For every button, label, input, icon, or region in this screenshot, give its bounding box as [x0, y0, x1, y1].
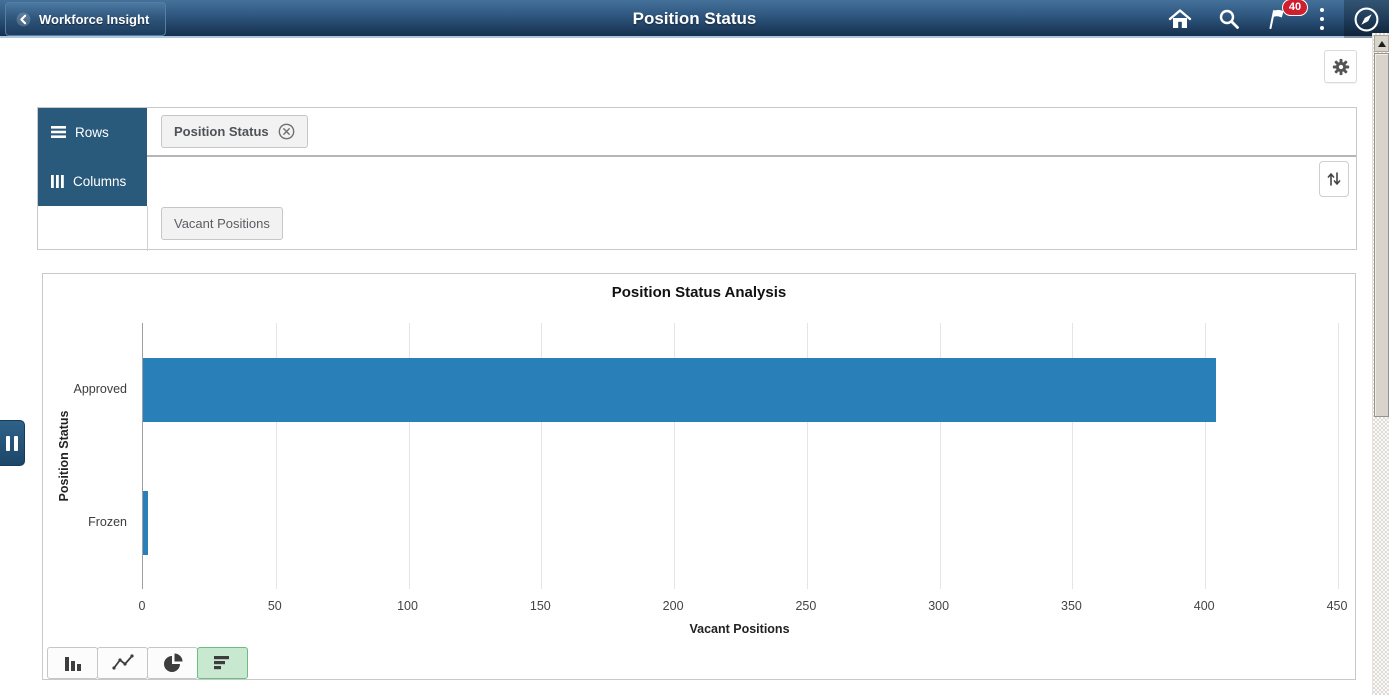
- actions-menu-kebab-icon[interactable]: [1316, 6, 1328, 33]
- pie-chart-icon: [162, 653, 184, 673]
- line-chart-icon: [111, 653, 134, 673]
- x-axis-ticks: 0 50 100 150 200 250 300 350 400 450: [139, 599, 1348, 615]
- grid-line: [806, 323, 808, 589]
- bar-approved[interactable]: [143, 357, 1216, 422]
- rows-tab[interactable]: Rows: [38, 108, 147, 156]
- scrollbar-up-button[interactable]: [1374, 35, 1389, 52]
- columns-tab[interactable]: Columns: [38, 156, 147, 206]
- grid-line: [939, 323, 941, 589]
- grid-line: [674, 323, 676, 589]
- back-button[interactable]: Workforce Insight: [5, 2, 167, 36]
- rows-tab-label: Rows: [75, 124, 109, 140]
- back-chevron-icon: [16, 12, 31, 27]
- x-tick-label: 300: [928, 599, 950, 613]
- panel-divider: [147, 155, 1356, 157]
- x-tick-label: 50: [267, 599, 282, 613]
- category-label: Frozen: [88, 514, 127, 529]
- panel-vertical-divider: [147, 206, 148, 251]
- chart-card: Position Status Analysis Position Status…: [42, 273, 1356, 680]
- chart-type-line-button[interactable]: [97, 647, 148, 679]
- grid-line: [541, 323, 543, 589]
- horizontal-bar-chart-icon: [212, 653, 234, 673]
- grid-line: [275, 323, 277, 589]
- pause-bars-icon: [6, 435, 18, 451]
- x-tick-label: 100: [397, 599, 418, 613]
- chart-type-toolbar: [47, 647, 248, 679]
- column-chip-vacant-positions[interactable]: Vacant Positions: [161, 207, 283, 240]
- header-banner: Workforce Insight Position Status: [0, 0, 1389, 38]
- back-button-label: Workforce Insight: [39, 11, 150, 27]
- chart-type-pie-button[interactable]: [147, 647, 198, 679]
- row-chip-label: Position Status: [174, 124, 269, 139]
- navbar-button[interactable]: [1344, 0, 1389, 38]
- scrollbar-thumb[interactable]: [1374, 53, 1389, 417]
- grid-line: [1072, 323, 1074, 589]
- gear-icon: [1331, 57, 1351, 77]
- columns-tab-label: Columns: [73, 173, 127, 189]
- rows-hamburger-icon: [51, 126, 66, 138]
- triangle-up-icon: [1377, 40, 1386, 47]
- sort-button[interactable]: [1319, 161, 1349, 197]
- x-tick-label: 350: [1061, 599, 1082, 613]
- x-tick-label: 250: [795, 599, 817, 613]
- header-icon-group: 40: [1168, 0, 1344, 38]
- chart-type-vertical-bar-button[interactable]: [47, 647, 98, 679]
- grid-line: [1338, 323, 1339, 589]
- y-axis-categories: Approved Frozen: [43, 323, 135, 589]
- vertical-bar-chart-icon: [62, 653, 84, 673]
- chart-type-horizontal-bar-button[interactable]: [197, 647, 248, 679]
- navbar-compass-icon: [1353, 6, 1380, 33]
- side-panel-expand-handle[interactable]: [0, 420, 25, 466]
- x-tick-label: 400: [1193, 599, 1215, 613]
- remove-chip-icon[interactable]: [278, 123, 295, 140]
- notifications-flag-icon[interactable]: 40: [1266, 0, 1308, 31]
- x-tick-label: 0: [138, 599, 146, 613]
- x-tick-label: 200: [662, 599, 684, 613]
- grid-line: [1205, 323, 1207, 589]
- row-chip-position-status[interactable]: Position Status: [161, 115, 308, 148]
- sort-arrows-icon: [1326, 170, 1342, 188]
- category-label: Approved: [73, 381, 127, 396]
- notification-count-badge: 40: [1282, 0, 1308, 16]
- x-axis-label: Vacant Positions: [689, 622, 790, 636]
- settings-button[interactable]: [1324, 50, 1357, 83]
- bar-frozen[interactable]: [143, 490, 149, 555]
- grid-line: [408, 323, 410, 589]
- chart-title: Position Status Analysis: [611, 284, 787, 301]
- chart-plot: [142, 323, 1339, 589]
- pivot-config-panel: Rows Columns Position Status: [37, 107, 1357, 251]
- column-chip-label: Vacant Positions: [174, 216, 270, 231]
- home-icon[interactable]: [1168, 8, 1192, 30]
- x-tick-label: 150: [529, 599, 551, 613]
- search-icon[interactable]: [1218, 8, 1240, 30]
- columns-bars-icon: [51, 174, 64, 188]
- x-tick-label: 450: [1326, 599, 1348, 613]
- vertical-scrollbar[interactable]: [1372, 33, 1389, 695]
